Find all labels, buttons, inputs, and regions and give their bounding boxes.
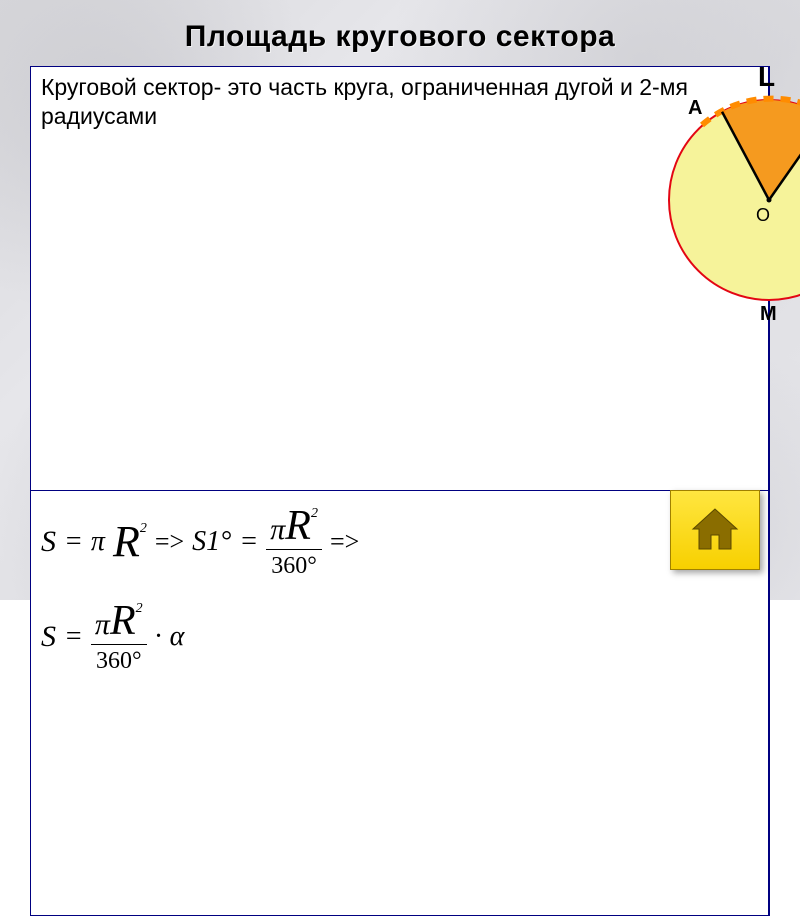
center-point (767, 198, 772, 203)
home-button[interactable] (670, 490, 760, 570)
circle-diagram: L A B R O M (654, 85, 800, 315)
fraction-sector: πR2 360° (91, 600, 147, 673)
label-O: O (756, 205, 770, 226)
fraction-1deg: πR2 360° (266, 505, 322, 578)
slide-title: Площадь кругового сектора (0, 0, 800, 66)
label-L: L (758, 61, 775, 93)
formula-line-1: S = π R2 => S1° = πR2 360° => (41, 505, 758, 578)
slide-content: Площадь кругового сектора Круговой секто… (0, 0, 800, 600)
label-M: M (760, 303, 777, 326)
label-A: A (688, 97, 702, 120)
diagram-cell: L A B R O M (769, 66, 770, 916)
formula-cell: S = π R2 => S1° = πR2 360° => (30, 491, 769, 916)
formula-line-2: S = πR2 360° · α (41, 600, 758, 673)
home-icon (687, 505, 743, 555)
